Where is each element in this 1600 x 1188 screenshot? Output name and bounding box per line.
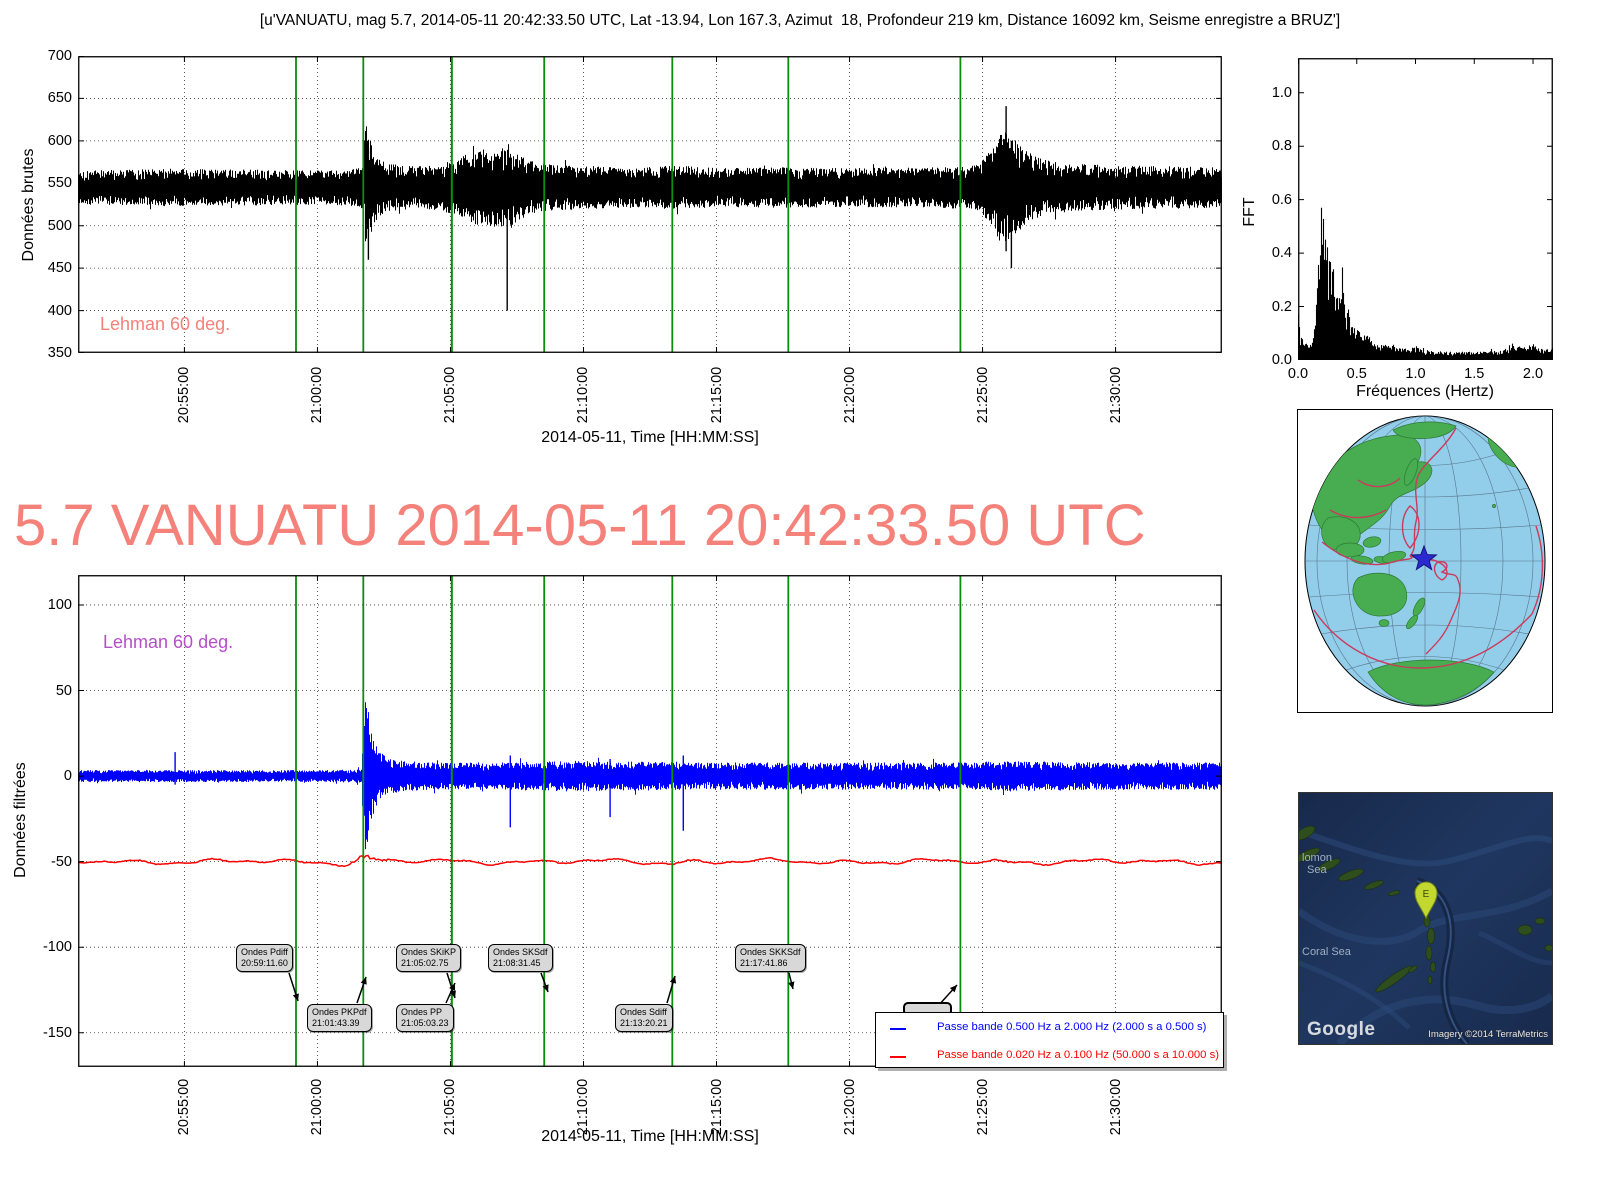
map-attribution: Imagery ©2014 TerraMetrics [1428, 1029, 1548, 1040]
map-sea-labels: lomon Sea Coral Sea [1302, 852, 1352, 958]
event-pin: E [1414, 881, 1438, 920]
event-headline: 5.7 VANUATU 2014-05-11 20:42:33.50 UTC [14, 493, 1146, 558]
raw-seismogram-plot [78, 56, 1222, 353]
station-label-raw: Lehman 60 deg. [100, 314, 231, 334]
event-star-marker [1410, 544, 1438, 571]
legend-entry-label: Passe bande 0.500 Hz a 2.000 Hz (2.000 s… [937, 1021, 1207, 1033]
raw-x-axis-label: 2014-05-11, Time [HH:MM:SS] [541, 429, 759, 446]
filtered-waveform-canvas [78, 575, 1222, 1067]
figure-title: [u'VANUATU, mag 5.7, 2014-05-11 20:42:33… [259, 12, 1341, 29]
region-map-panel: lomon Sea Coral Sea E Google Imagery ©20… [1298, 792, 1553, 1045]
raw-waveform-canvas [78, 56, 1222, 353]
event-pin-shape [1414, 881, 1438, 920]
fft-plot [1298, 58, 1553, 360]
globe-map [1304, 415, 1546, 707]
legend-entry-lowpass: Passe bande 0.020 Hz a 0.100 Hz (50.000 … [876, 1047, 1223, 1067]
map-seafloor-ridges [1299, 828, 1552, 1044]
filtered-x-axis-label: 2014-05-11, Time [HH:MM:SS] [541, 1128, 759, 1145]
fft-x-axis-label: Fréquences (Hertz) [1356, 383, 1494, 400]
legend-entry-highpass: Passe bande 0.500 Hz a 2.000 Hz (2.000 s… [876, 1019, 1223, 1039]
legend-line-sample-blue [890, 1028, 906, 1030]
legend-entry-label: Passe bande 0.020 Hz a 0.100 Hz (50.000 … [937, 1049, 1219, 1061]
filtered-seismogram-plot [78, 575, 1222, 1067]
map-islands [1299, 825, 1552, 993]
filter-legend: Passe bande 0.500 Hz a 2.000 Hz (2.000 s… [875, 1012, 1224, 1068]
sea-label-solomon-2: Sea [1307, 864, 1327, 876]
globe-plate-boundaries [1313, 427, 1544, 669]
region-map: lomon Sea Coral Sea E Google Imagery ©20… [1299, 793, 1552, 1044]
event-pin-letter: E [1423, 889, 1430, 900]
fft-spectrum-canvas [1298, 58, 1553, 360]
legend-line-sample-red [890, 1056, 906, 1058]
global-map-panel [1297, 409, 1553, 713]
sea-label-solomon: lomon [1302, 852, 1332, 864]
station-label-filtered: Lehman 60 deg. [103, 632, 234, 652]
sea-label-coral: Coral Sea [1302, 946, 1352, 958]
google-watermark: Google [1307, 1019, 1375, 1040]
